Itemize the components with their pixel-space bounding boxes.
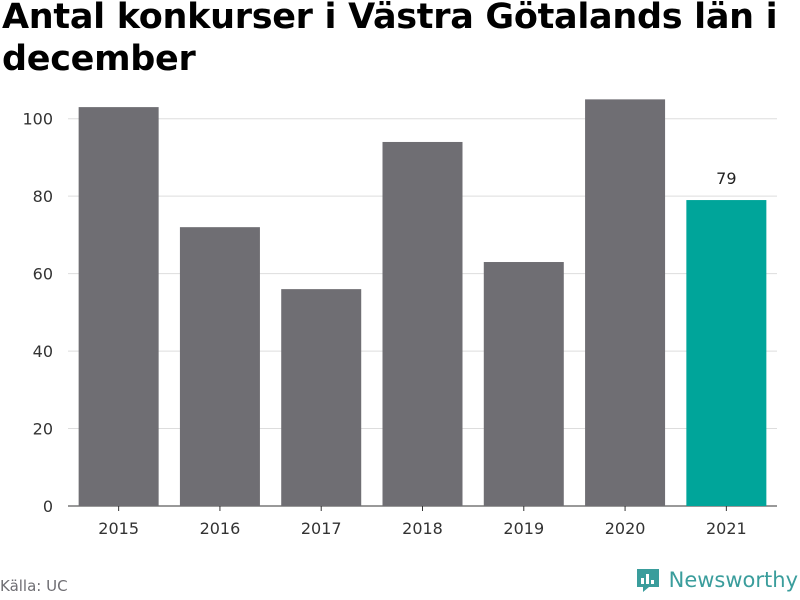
y-tick-label: 40 (33, 342, 53, 361)
bar (585, 99, 666, 506)
y-tick-label: 20 (33, 420, 53, 439)
x-tick-label: 2017 (301, 519, 342, 538)
data-labels: 79 (716, 169, 736, 188)
bar (179, 227, 260, 506)
y-axis-ticks: 0 20 40 60 80 100 (22, 110, 53, 516)
newsworthy-logo-icon (636, 569, 659, 592)
x-tick-label: 2020 (605, 519, 646, 538)
y-tick-label: 80 (33, 187, 53, 206)
source-note: Källa: UC (0, 577, 68, 595)
x-tick-label: 2018 (402, 519, 443, 538)
bar (281, 289, 362, 506)
x-tick-label: 2019 (503, 519, 544, 538)
data-label: 79 (716, 169, 736, 188)
bars (78, 99, 767, 507)
brand-name: Newsworthy (668, 568, 798, 592)
brand-logo[interactable]: Newsworthy (635, 567, 798, 593)
x-axis-ticks: 2015 2016 2017 2018 2019 2020 2021 (98, 506, 747, 538)
y-tick-label: 60 (33, 265, 53, 284)
bar (483, 262, 564, 506)
y-tick-label: 100 (22, 110, 53, 129)
x-tick-label: 2016 (200, 519, 241, 538)
chart-title: Antal konkurser i Västra Götalands län i… (2, 0, 778, 79)
bar-chart: 79 0 20 40 60 80 100 2015 2016 2017 2018 2019 2020… (22, 99, 777, 538)
bar (686, 200, 767, 506)
bar (78, 107, 159, 506)
bar (382, 141, 463, 507)
x-tick-label: 2015 (98, 519, 139, 538)
x-tick-label: 2021 (706, 519, 747, 538)
y-tick-label: 0 (43, 497, 53, 516)
